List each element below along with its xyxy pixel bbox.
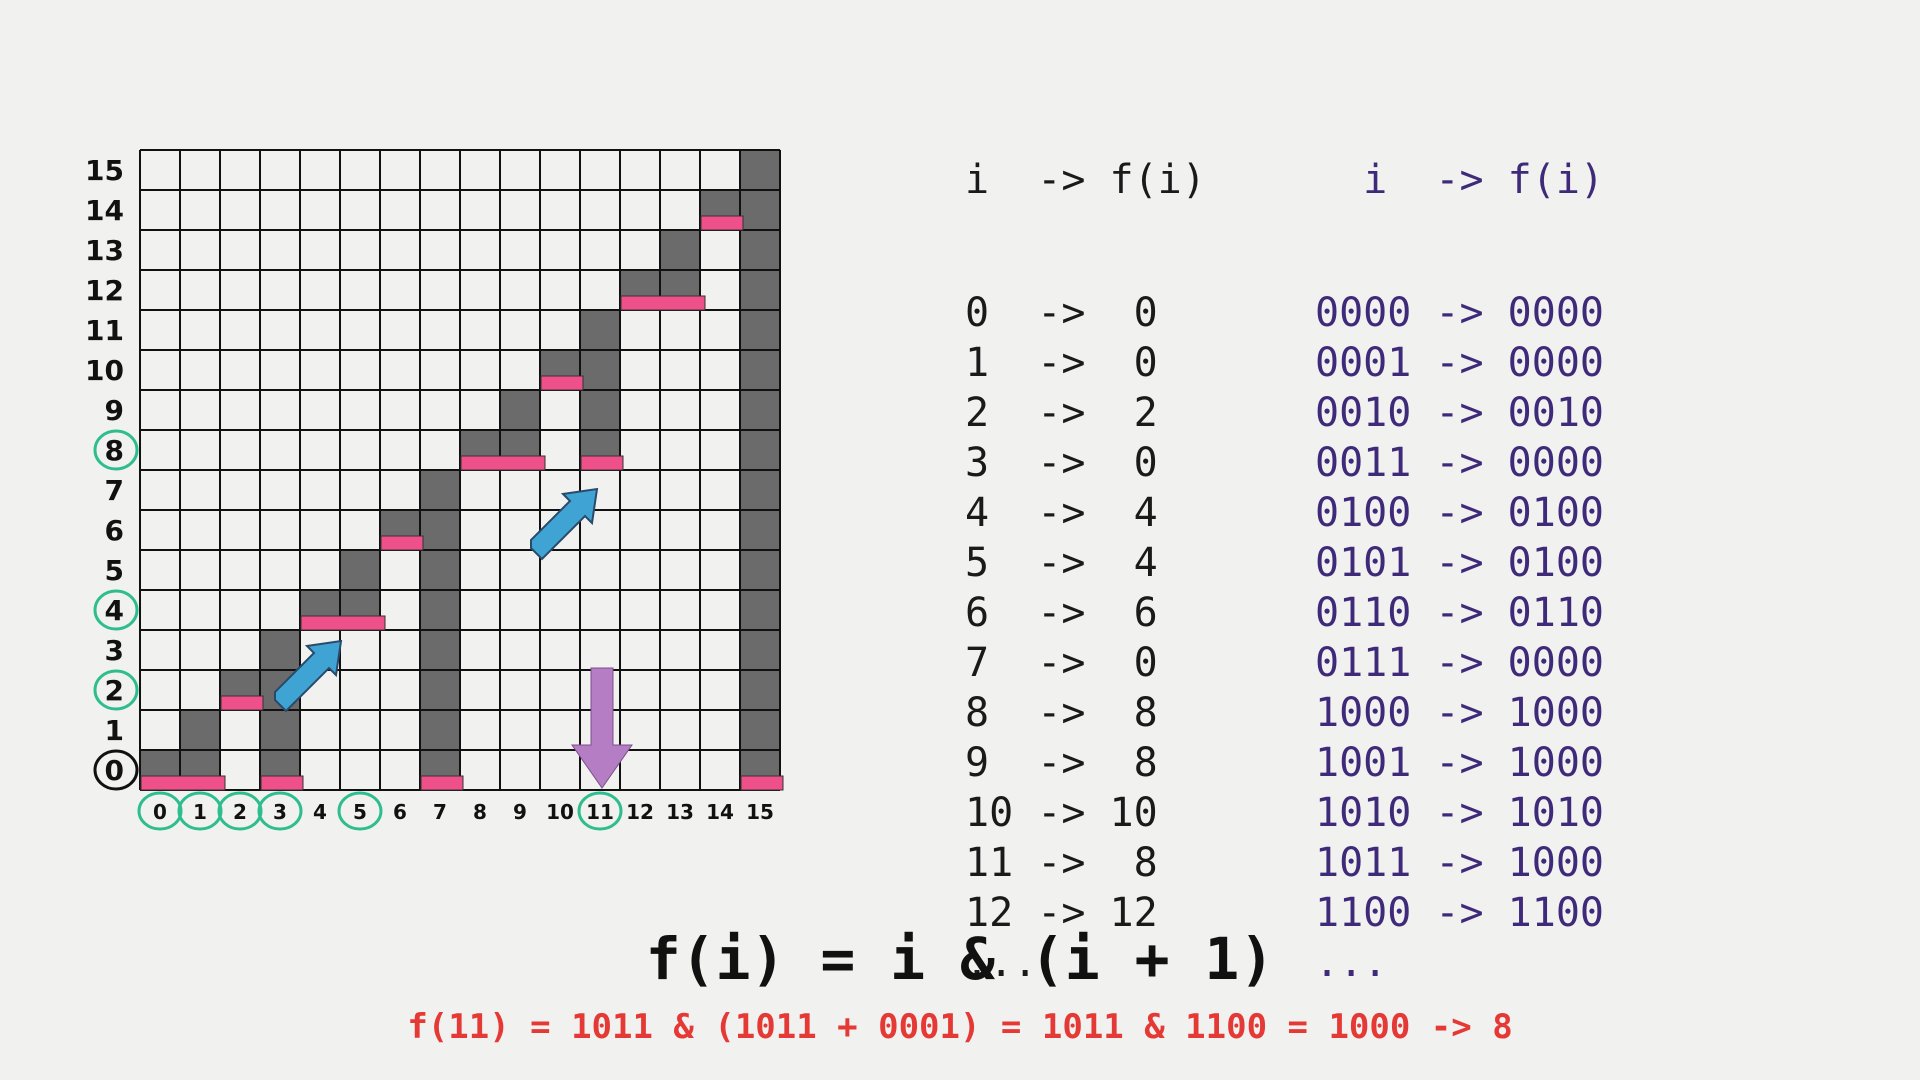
range-marker xyxy=(460,455,546,471)
binary-table-row: 1000 -> 1000 xyxy=(1315,690,1604,736)
range-marker xyxy=(220,695,264,711)
x-label: 11 xyxy=(586,800,614,824)
binary-table-row: 0111 -> 0000 xyxy=(1315,640,1604,686)
range-marker xyxy=(580,455,624,471)
binary-table-row: 0101 -> 0100 xyxy=(1315,540,1604,586)
x-label: 12 xyxy=(626,800,654,824)
range-marker xyxy=(260,775,304,791)
formula: f(i) = i & (i + 1) xyxy=(645,925,1275,993)
circle-highlight xyxy=(93,749,139,791)
circle-highlight xyxy=(93,669,139,711)
circle-highlight xyxy=(93,429,139,471)
range-marker xyxy=(380,535,424,551)
circle-highlight xyxy=(93,589,139,631)
decimal-table-row: 7 -> 0 xyxy=(965,640,1158,686)
range-marker xyxy=(740,775,784,791)
range-marker xyxy=(300,615,386,631)
decimal-table-row: 11 -> 8 xyxy=(965,840,1158,886)
y-label: 6 xyxy=(105,514,124,547)
x-label: 6 xyxy=(393,800,407,824)
circle-highlight xyxy=(217,791,263,831)
x-label: 1 xyxy=(193,800,207,824)
decimal-table-row: 4 -> 4 xyxy=(965,490,1158,536)
range-markers xyxy=(140,215,784,791)
binary-table-row: 0000 -> 0000 xyxy=(1315,290,1604,336)
y-label: 15 xyxy=(85,154,124,187)
circle-highlight xyxy=(177,791,223,831)
binary-table-row: ... xyxy=(1315,940,1388,986)
circle-highlight xyxy=(337,791,383,831)
x-label: 3 xyxy=(273,800,287,824)
purple-down-arrow-icon xyxy=(571,667,633,789)
range-marker xyxy=(700,215,744,231)
x-label: 9 xyxy=(513,800,527,824)
decimal-table-row: 5 -> 4 xyxy=(965,540,1158,586)
binary-table-row: 1011 -> 1000 xyxy=(1315,840,1604,886)
circle-highlight xyxy=(577,791,623,831)
y-label: 14 xyxy=(85,194,124,227)
x-label: 4 xyxy=(313,800,327,824)
range-marker xyxy=(140,775,226,791)
y-label: 8 xyxy=(105,434,124,467)
range-marker xyxy=(540,375,584,391)
decimal-table-row: ... xyxy=(965,940,1038,986)
y-label: 10 xyxy=(85,354,124,387)
y-label: 11 xyxy=(85,314,124,347)
blue-arrow-1-icon xyxy=(274,639,343,713)
binary-table-row: 0010 -> 0010 xyxy=(1315,390,1604,436)
decimal-table-row: 3 -> 0 xyxy=(965,440,1158,486)
arrows xyxy=(274,487,633,789)
binary-table-row: 1001 -> 1000 xyxy=(1315,740,1604,786)
binary-table-row: 0110 -> 0110 xyxy=(1315,590,1604,636)
decimal-table-row: 8 -> 8 xyxy=(965,690,1158,736)
x-label: 2 xyxy=(233,800,247,824)
binary-table-header: i -> f(i) xyxy=(1315,157,1604,203)
binary-table-row: 1100 -> 1100 xyxy=(1315,890,1604,936)
x-label: 15 xyxy=(746,800,774,824)
x-label: 10 xyxy=(546,800,574,824)
binary-table-row: 0011 -> 0000 xyxy=(1315,440,1604,486)
example-computation: f(11) = 1011 & (1011 + 0001) = 1011 & 11… xyxy=(407,1007,1513,1047)
y-label: 5 xyxy=(105,554,124,587)
y-label: 2 xyxy=(105,674,124,707)
x-axis-labels: 0 1 2 3 4 5 6 7 8 9 10 11 12 13 14 15 xyxy=(137,791,774,831)
binary-table-row: 0001 -> 0000 xyxy=(1315,340,1604,386)
binary-table: i -> f(i) 0000 -> 0000 0001 -> 0000 0010 -… xyxy=(1315,112,1604,1007)
decimal-table-row: 6 -> 6 xyxy=(965,590,1158,636)
binary-table-row: 0100 -> 0100 xyxy=(1315,490,1604,536)
range-marker xyxy=(420,775,464,791)
x-label: 7 xyxy=(433,800,447,824)
y-label: 7 xyxy=(105,474,124,507)
decimal-table-row: 2 -> 2 xyxy=(965,390,1158,436)
x-label: 0 xyxy=(153,800,167,824)
range-marker xyxy=(620,295,706,311)
x-label: 5 xyxy=(353,800,367,824)
decimal-table-row: 9 -> 8 xyxy=(965,740,1158,786)
blue-arrow-2-icon xyxy=(530,487,599,561)
y-label: 3 xyxy=(105,634,124,667)
y-label: 0 xyxy=(105,754,124,787)
binary-table-rows: 0000 -> 0000 0001 -> 0000 0010 -> 0010 0011… xyxy=(1315,288,1604,988)
y-label: 13 xyxy=(85,234,124,267)
circle-highlight xyxy=(137,791,183,831)
x-label: 14 xyxy=(706,800,734,824)
decimal-table-row: 10 -> 10 xyxy=(965,790,1158,836)
binary-table-row: 1010 -> 1010 xyxy=(1315,790,1604,836)
y-label: 9 xyxy=(105,394,124,427)
y-label: 4 xyxy=(105,594,124,627)
decimal-table-header: i -> f(i) xyxy=(965,157,1206,203)
y-label: 12 xyxy=(85,274,124,307)
decimal-table-row: 1 -> 0 xyxy=(965,340,1158,386)
y-label: 1 xyxy=(105,714,124,747)
x-label: 8 xyxy=(473,800,487,824)
circle-highlight xyxy=(257,791,303,831)
decimal-table-row: 0 -> 0 xyxy=(965,290,1158,336)
x-label: 13 xyxy=(666,800,694,824)
decimal-table-row: 12 -> 12 xyxy=(965,890,1158,936)
